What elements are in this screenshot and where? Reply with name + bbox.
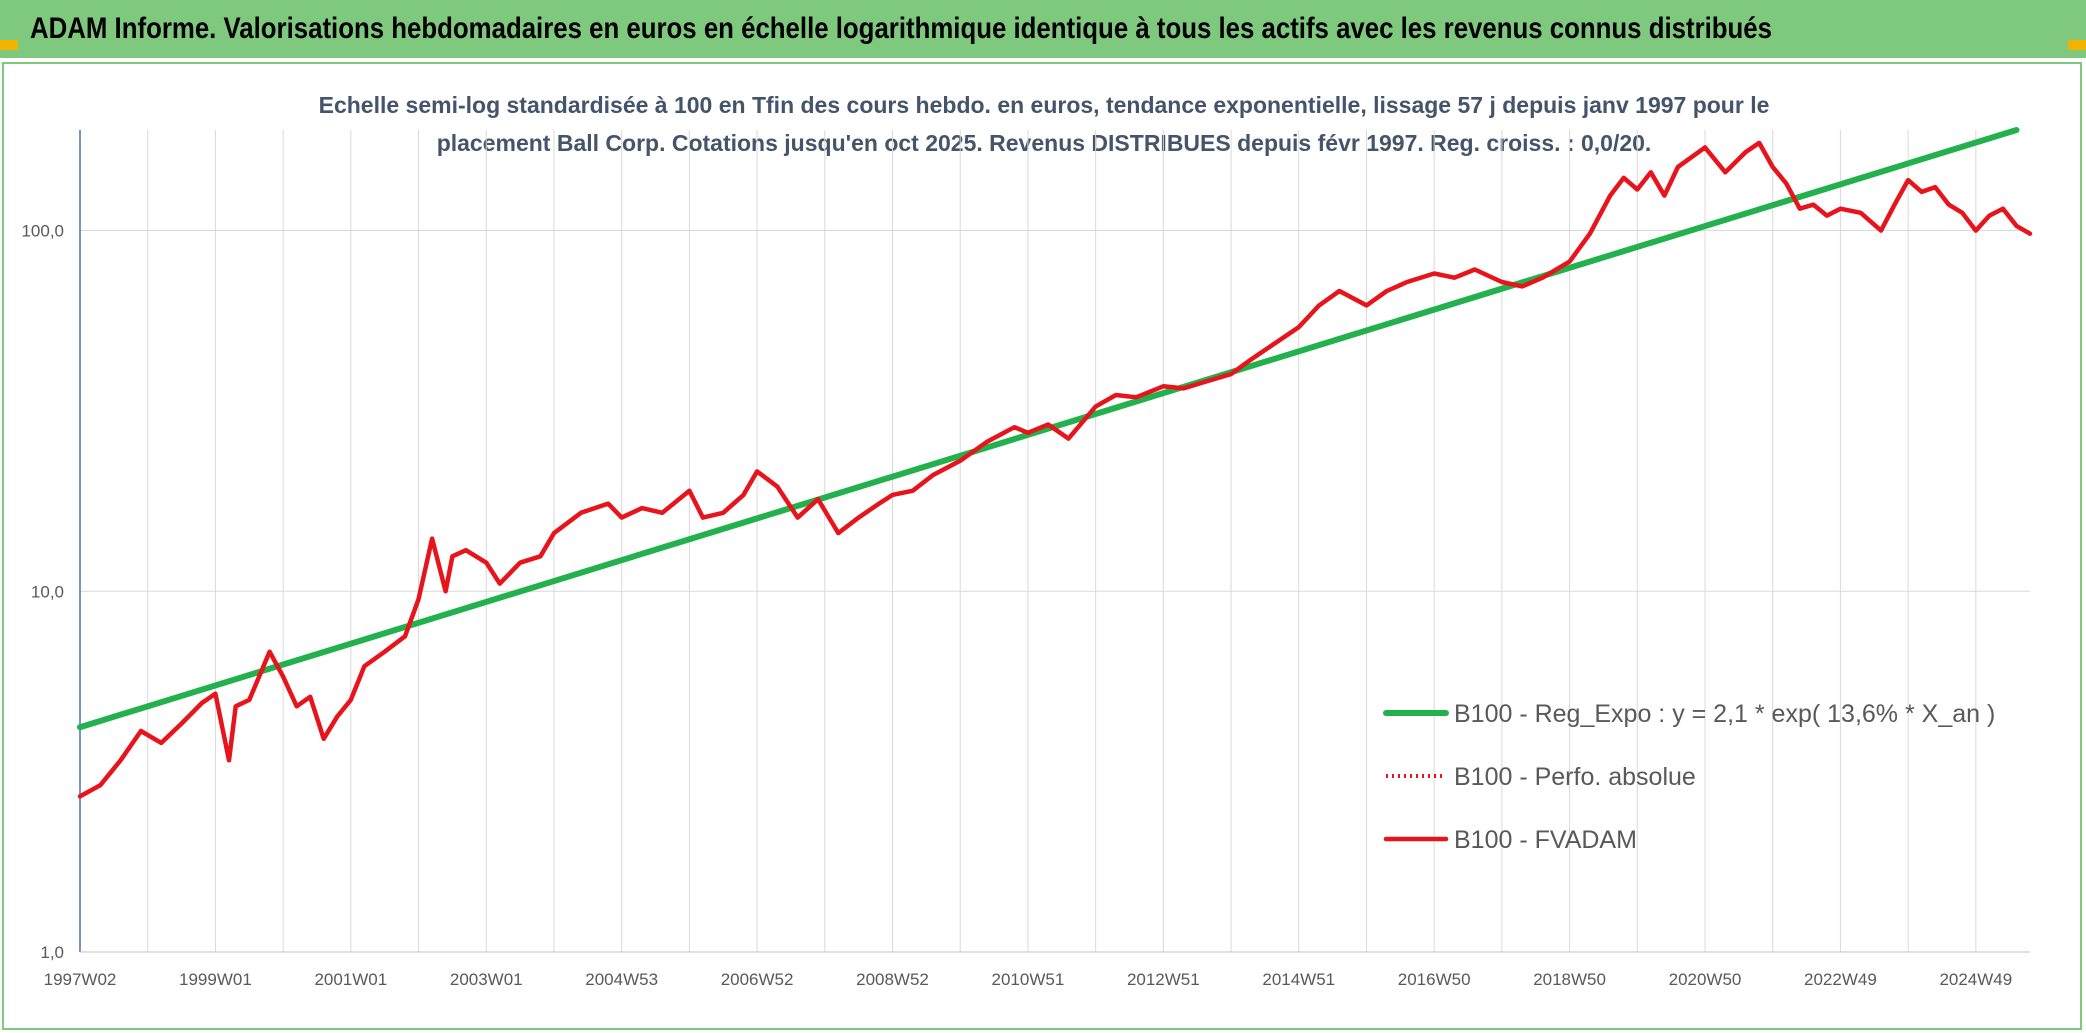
x-tick-label: 2012W51 <box>1127 970 1200 989</box>
axes: 1,0 10,0 100,0 1997W02 1999W01 2001W01 2003W01… <box>21 130 2030 989</box>
x-tick-label: 2020W50 <box>1669 970 1742 989</box>
x-tick-label: 1997W02 <box>44 970 117 989</box>
chart-title: Echelle semi-log standardisée à 100 en T… <box>319 92 1770 156</box>
x-tick-label: 2024W49 <box>1939 970 2012 989</box>
y-tick-label: 10,0 <box>31 582 64 601</box>
chart-canvas: Echelle semi-log standardisée à 100 en T… <box>21 92 2033 989</box>
x-tick-label: 2003W01 <box>450 970 523 989</box>
legend: B100 - Reg_Expo : y = 2,1 * exp( 13,6% *… <box>1383 700 1995 854</box>
corner-accent-right <box>2068 40 2086 50</box>
chart-title-line: placement Ball Corp. Cotations jusqu'en … <box>437 130 1652 156</box>
chart-frame: Echelle semi-log standardisée à 100 en T… <box>2 62 2082 1030</box>
x-tick-label: 2014W51 <box>1262 970 1335 989</box>
regression-line <box>77 127 2020 731</box>
report-banner: ADAM Informe. Valorisations hebdomadaire… <box>0 0 2086 58</box>
report-title: ADAM Informe. Valorisations hebdomadaire… <box>30 12 1772 45</box>
x-tick-label: 2008W52 <box>856 970 929 989</box>
legend-label: B100 - Perfo. absolue <box>1454 763 1696 791</box>
legend-label: B100 - Reg_Expo : y = 2,1 * exp( 13,6% *… <box>1454 700 1995 728</box>
x-tick-label: 2004W53 <box>585 970 658 989</box>
x-tick-label: 2001W01 <box>314 970 387 989</box>
legend-label: B100 - FVADAM <box>1454 826 1637 854</box>
fvadam-line <box>77 140 2033 799</box>
corner-accent-left <box>0 40 18 50</box>
x-tick-label: 2010W51 <box>992 970 1065 989</box>
x-tick-label: 2006W52 <box>721 970 794 989</box>
y-tick-label: 1,0 <box>40 943 64 962</box>
x-tick-label: 2022W49 <box>1804 970 1877 989</box>
gridlines <box>79 130 2030 953</box>
y-tick-label: 100,0 <box>21 222 64 241</box>
x-tick-label: 2016W50 <box>1398 970 1471 989</box>
x-tick-label: 1999W01 <box>179 970 252 989</box>
x-tick-label: 2018W50 <box>1533 970 1606 989</box>
series <box>77 127 2033 799</box>
chart-title-line: Echelle semi-log standardisée à 100 en T… <box>319 92 1770 118</box>
